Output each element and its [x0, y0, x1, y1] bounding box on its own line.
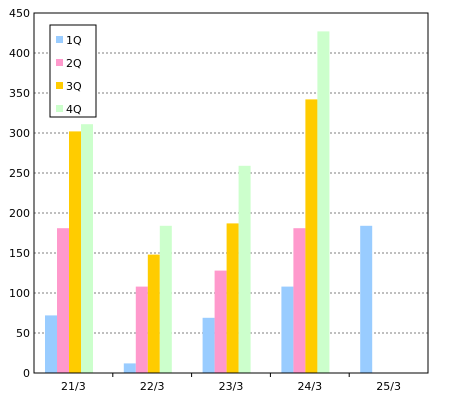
y-tick-label: 150 [9, 247, 30, 260]
y-tick-label: 350 [9, 87, 30, 100]
y-tick-label: 200 [9, 207, 30, 220]
bar-4Q-23/3 [238, 165, 251, 373]
legend-swatch-1Q [56, 36, 63, 43]
bar-3Q-21/3 [69, 131, 81, 373]
legend: 1Q 2Q 3Q 4Q [49, 24, 97, 118]
legend-swatch-2Q [56, 59, 63, 66]
bar-4Q-22/3 [159, 225, 172, 373]
x-tick-label: 24/3 [297, 380, 322, 393]
legend-swatch-4Q [56, 105, 63, 112]
y-tick-label: 0 [23, 367, 30, 380]
bar-1Q-22/3 [123, 363, 136, 373]
bar-3Q-23/3 [226, 223, 239, 373]
y-tick-label: 300 [9, 127, 30, 140]
bar-2Q-21/3 [57, 228, 69, 373]
bar-1Q-25/3 [360, 225, 373, 373]
bar-1Q-21/3 [45, 315, 57, 373]
bar-4Q-24/3 [317, 31, 330, 374]
y-tick-label: 100 [9, 287, 30, 300]
legend-label-2Q: 2Q [66, 57, 82, 70]
x-tick-label: 22/3 [140, 380, 165, 393]
bar-2Q-23/3 [214, 270, 227, 373]
bar-4Q-21/3 [81, 124, 93, 373]
legend-label-1Q: 1Q [66, 34, 82, 47]
legend-label-3Q: 3Q [66, 80, 82, 93]
x-tick-label: 21/3 [61, 380, 86, 393]
x-tick-label: 25/3 [376, 380, 401, 393]
y-tick-label: 400 [9, 47, 30, 60]
y-tick-label: 50 [16, 327, 30, 340]
legend-label-4Q: 4Q [66, 103, 82, 116]
bar-2Q-22/3 [135, 286, 148, 373]
bar-2Q-24/3 [293, 228, 306, 373]
bars [45, 31, 373, 374]
axes: 0 50 100 150 200 250 300 350 400 450 21/3 22/3 23/3 2… [9, 7, 429, 393]
y-tick-label: 450 [9, 7, 30, 20]
plot-frame [33, 12, 429, 374]
bar-3Q-22/3 [147, 254, 160, 373]
y-tick-label: 250 [9, 167, 30, 180]
bar-1Q-24/3 [281, 286, 294, 373]
x-tick-label: 23/3 [219, 380, 244, 393]
bar-1Q-23/3 [202, 317, 215, 373]
legend-swatch-3Q [56, 82, 63, 89]
bar-3Q-24/3 [305, 99, 318, 374]
